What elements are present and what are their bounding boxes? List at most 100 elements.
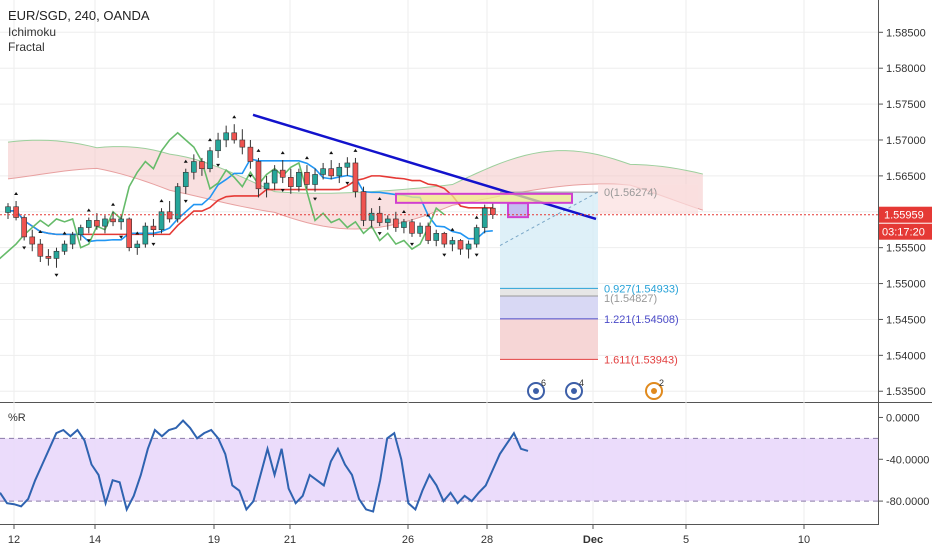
candle-body [296, 171, 302, 187]
candle-body [77, 227, 84, 236]
event-badge-count: 2 [659, 378, 664, 388]
fractal-down-marker [474, 253, 479, 257]
fractal-up-marker [232, 115, 237, 119]
candle-body [441, 233, 448, 245]
fractal-down-marker [86, 239, 91, 243]
candle-body [263, 182, 270, 190]
fractal-down-marker [280, 189, 285, 193]
time-tick-label: 26 [402, 534, 414, 546]
event-badge-dot [651, 388, 657, 394]
fib-zone-1221-1611 [500, 318, 598, 360]
fractal-down-marker [22, 246, 27, 250]
candle-body [360, 191, 367, 221]
candle-body [465, 243, 472, 250]
price-tick-label: 1.53500 [886, 386, 926, 398]
candle-body [69, 234, 76, 245]
chart-title: EUR/SGD, 240, OANDA [8, 8, 150, 23]
price-tick-label: 1.57500 [886, 99, 926, 111]
countdown-badge [879, 223, 932, 240]
candle-body [489, 207, 496, 215]
candle-body [473, 227, 480, 245]
fractal-up-marker [62, 231, 67, 235]
fractal-up-marker [135, 231, 140, 235]
fractal-down-marker [377, 232, 382, 236]
candle-body [368, 212, 375, 221]
time-tick-label: 10 [798, 534, 810, 546]
candle-body [5, 206, 11, 213]
price-tick-label: 1.54500 [886, 314, 926, 326]
time-tick-label: 5 [683, 534, 689, 546]
fractal-up-marker [111, 202, 116, 206]
fractal-up-marker [377, 197, 382, 201]
candle-body [328, 168, 335, 177]
fractal-up-marker [183, 159, 188, 163]
candle-body [223, 132, 229, 141]
candle-body [110, 218, 116, 223]
time-tick-label: 28 [481, 534, 493, 546]
wr-panel-title: %R [8, 412, 26, 424]
fractal-down-marker [248, 174, 253, 178]
highlight-box-small [507, 202, 529, 219]
wr-tick-label: -40.0000 [886, 454, 929, 466]
fractal-down-marker [313, 197, 318, 201]
fib-level-label: 1(1.54827) [604, 293, 657, 305]
fractal-down-marker [151, 242, 156, 246]
event-badge-dot [533, 388, 539, 394]
fractal-up-marker [86, 208, 91, 212]
candle-body [207, 150, 213, 169]
candle-body [255, 161, 262, 190]
candle-body [247, 146, 254, 162]
candle-body [199, 161, 205, 169]
candle-body [376, 212, 383, 223]
fractal-up-marker [304, 156, 309, 160]
candle-body [134, 243, 141, 248]
candle-body [481, 207, 488, 228]
candle-body [279, 169, 286, 178]
candle-body [158, 211, 165, 231]
candle-body [13, 206, 19, 218]
price-tick-label: 1.56500 [886, 171, 926, 183]
wr-tick-label: 0.0000 [886, 412, 920, 424]
candle-body [215, 139, 221, 152]
candle-body [457, 240, 464, 250]
price-tick-label: 1.58000 [886, 63, 926, 75]
candle-body [150, 225, 157, 231]
last-price-badge [879, 206, 932, 223]
fib-level-label: 0(1.56274) [604, 187, 657, 199]
price-tick-label: 1.55500 [886, 243, 926, 255]
fractal-down-marker [216, 163, 221, 167]
candle-body [21, 217, 27, 238]
event-badge-count: 6 [541, 378, 546, 388]
highlight-zone [395, 192, 573, 204]
time-tick-label: 21 [284, 534, 296, 546]
indicator-fractal-label: Fractal [8, 40, 45, 54]
candle-body [320, 168, 326, 175]
fractal-up-marker [474, 215, 479, 219]
candle-body [401, 221, 407, 228]
candle-body [304, 171, 310, 185]
fractal-up-marker [450, 227, 455, 231]
candle-body [61, 243, 68, 252]
candle-body [271, 169, 278, 184]
candle-body [94, 220, 100, 227]
fractal-up-marker [353, 148, 358, 152]
event-badge-dot [571, 388, 577, 394]
candle-body [239, 139, 246, 148]
candle-body [417, 225, 423, 234]
candle-body [384, 218, 391, 223]
wr-tick-label: -80.0000 [886, 496, 929, 508]
time-tick-label: Dec [583, 534, 603, 546]
time-tick-label: 19 [208, 534, 220, 546]
candle-body [344, 162, 351, 168]
candle-body [166, 211, 173, 220]
price-tick-label: 1.55000 [886, 279, 926, 291]
candle-body [29, 236, 36, 245]
fractal-down-marker [345, 181, 350, 185]
fib-level-label: 1.611(1.53943) [604, 354, 678, 366]
ichimoku-cloud [8, 140, 703, 230]
event-badge-count: 4 [579, 378, 584, 388]
fractal-up-marker [256, 148, 261, 152]
candle-body [182, 171, 189, 187]
candle-body [174, 186, 181, 220]
